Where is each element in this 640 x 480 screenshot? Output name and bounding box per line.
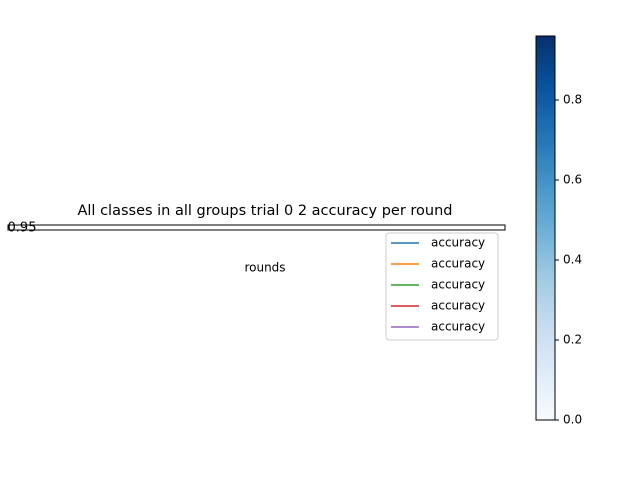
- annotation: 0.95: [8, 221, 37, 236]
- x-axis-label: rounds: [244, 261, 285, 275]
- colorbar-tick-label: 0.0: [563, 413, 582, 427]
- legend: [385, 232, 499, 341]
- legend-label: accuracy: [431, 278, 485, 292]
- colorbar-tick-label: 0.4: [563, 253, 582, 267]
- legend-label: accuracy: [431, 257, 485, 271]
- colorbar: [535, 35, 556, 421]
- colorbar-tick-label: 0.8: [563, 93, 582, 107]
- axes-frame: [7, 224, 506, 231]
- legend-label: accuracy: [431, 320, 485, 334]
- legend-label: accuracy: [431, 236, 485, 250]
- legend-label: accuracy: [431, 299, 485, 313]
- colorbar-tick-label: 0.2: [563, 333, 582, 347]
- colorbar-tick-label: 0.6: [563, 173, 582, 187]
- chart-title: All classes in all groups trial 0 2 accu…: [77, 203, 452, 219]
